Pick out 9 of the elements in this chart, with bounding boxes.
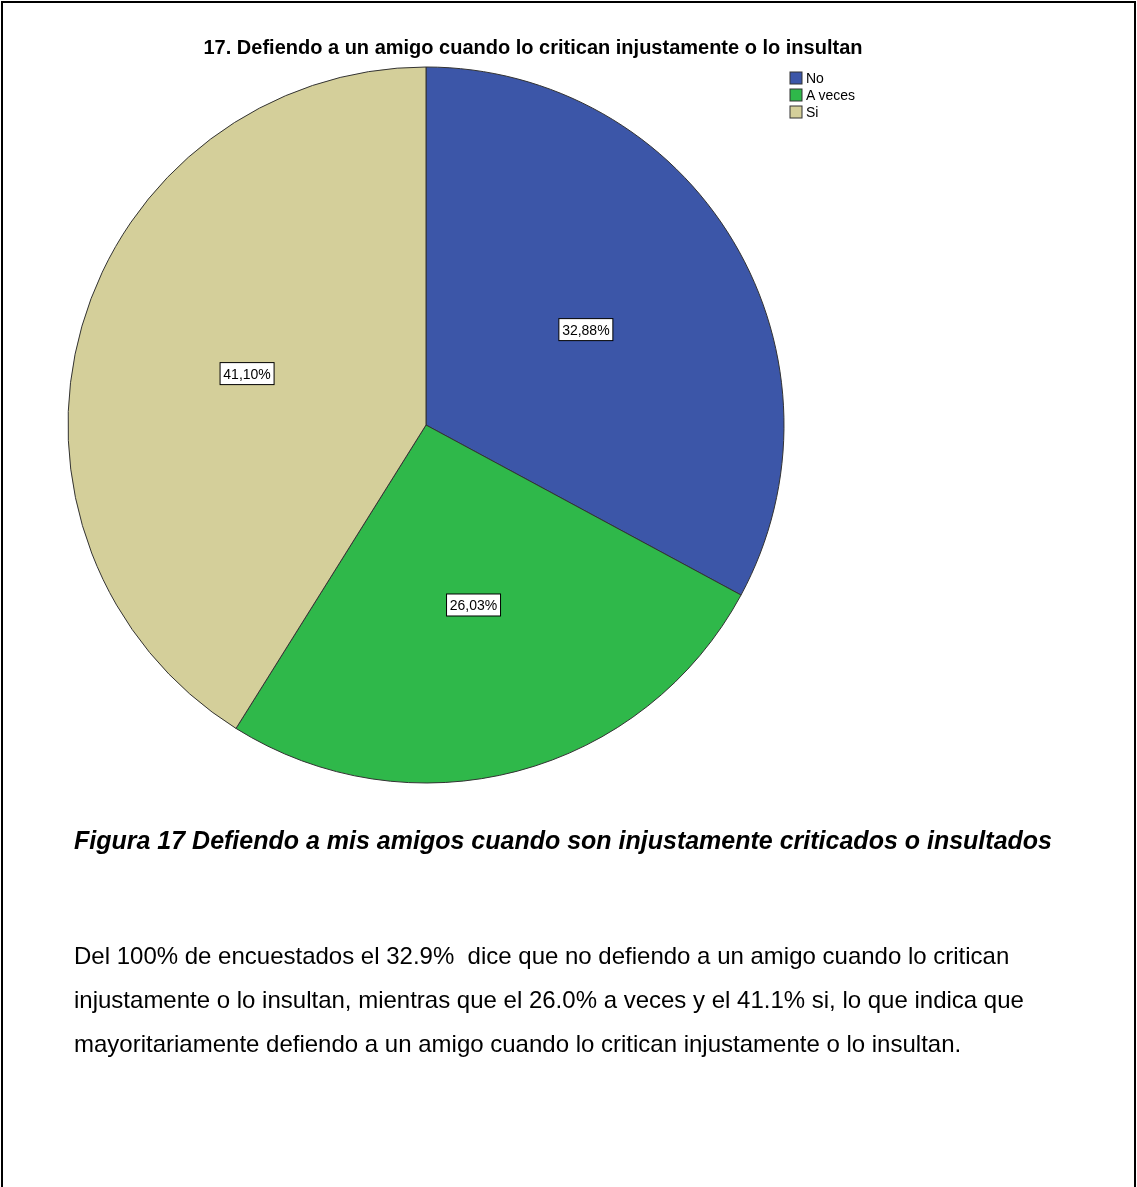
chart-title: 17. Defiendo a un amigo cuando lo critican injustamente o lo insultan xyxy=(203,36,863,58)
legend-label: Si xyxy=(806,104,819,120)
legend-label: No xyxy=(806,70,825,86)
text: Figura 17 Defiendo a mis amigos cuando son injustamente criticados o insultados xyxy=(74,826,1053,855)
data-label: 32,88% xyxy=(562,321,610,338)
data-label: 26,03% xyxy=(449,596,498,613)
data-label: 41,10% xyxy=(223,365,271,382)
text: Del 100% de encuestados el 32.9% dice que no defiendo a un amigo cuando lo critican injustamente o lo insultan, mientras que el 26.0% a veces y el 41.1% si, lo que indica que mayoritariamente defiendo a un amigo cuando lo critican injustamente o lo insultan. xyxy=(74,941,1025,1059)
legend-label: A veces xyxy=(806,87,856,103)
